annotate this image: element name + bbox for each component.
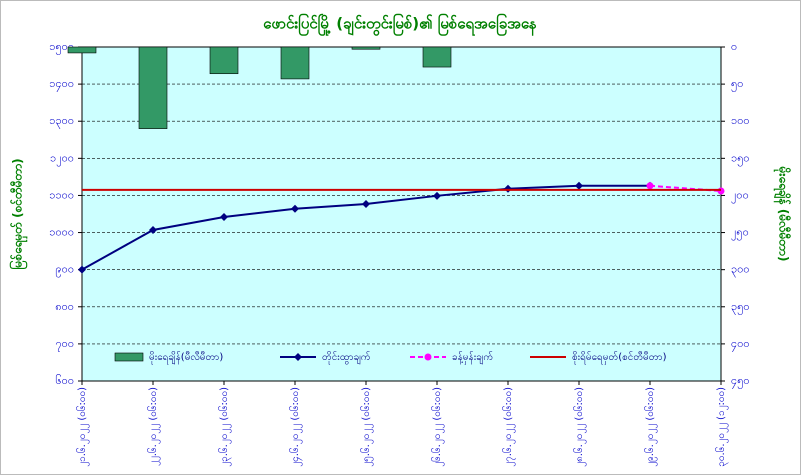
marker	[362, 199, 370, 208]
y2-tick-label: ၅၀	[731, 77, 743, 92]
y-axis-title: မြစ်ရေမှတ် (စင်တီမီတာ)	[8, 158, 29, 269]
x-tick-label: ၂၈.၆.၂၀၂၂ (၀၆:၀၀)	[572, 387, 587, 467]
legend-label: စိုးရိမ်ရေမှတ်(စင်တီမီတာ)	[572, 350, 667, 365]
legend-label: တိုင်းထွာချက်	[322, 350, 371, 365]
legend-label: ခန့်မှန်းချက်	[452, 350, 493, 365]
y2-tick-label: ၄၀၀	[731, 337, 750, 352]
legend-swatch	[114, 352, 144, 362]
marker	[433, 191, 441, 200]
marker	[646, 182, 654, 190]
y-tick-label: ၆၀၀	[55, 374, 74, 387]
plot-area	[81, 46, 722, 382]
y2-axis-title: မိုးရေချိန် (မီလီမီတာ)	[773, 166, 793, 262]
x-tick-label: ၂၆.၆.၂၀၂၂ (၀၆:၀၀)	[430, 387, 445, 467]
y-tick-label: ၈၀၀	[55, 300, 74, 313]
bar	[209, 46, 239, 75]
marker	[78, 265, 86, 274]
x-tick-label: ၂၄.၆.၂၀၂၂ (၀၆:၀၀)	[288, 387, 303, 467]
y-tick-label: ၇၀၀	[55, 337, 74, 352]
y2-tick-label: ၄၅၀	[731, 374, 750, 389]
y-tick-label: ၁၁၀၀	[49, 188, 74, 201]
x-tick-label: ၂၃.၆.၂၀၂၂ (၀၆:၀၀)	[217, 387, 232, 467]
marker	[149, 225, 157, 234]
y-tick-label: ၁၃၀၀	[49, 114, 74, 129]
y-tick-label: ၁၂၀၀	[50, 151, 74, 166]
marker	[220, 212, 228, 221]
x-tick-label: ၂၅.၆.၂၀၂၂ (၀၆:၀၀)	[359, 387, 374, 467]
legend-marker	[294, 353, 302, 361]
legend-label: မိုးရေချိန်(မီလီမီတာ)	[149, 350, 223, 365]
bar	[422, 46, 452, 68]
bar	[280, 46, 310, 80]
x-tick-label: ၂၉.၆.၂၀၂၂ (၀၆:၀၀)	[643, 387, 658, 467]
marker	[291, 204, 299, 213]
y2-tick-label: ၁၀၀	[731, 114, 750, 127]
x-tick-label: ၂၂.၆.၂၀၂၂ (၀၆:၀၀)	[146, 387, 161, 466]
y2-tick-label: ၀	[731, 40, 737, 53]
bar	[351, 46, 381, 50]
y2-tick-label: ၂၅၀	[731, 226, 749, 241]
x-tick-label: ၂၇.၆.၂၀၂၂ (၀၆:၀၀)	[501, 387, 516, 467]
x-tick-label: ၂၁.၆.၂၀၂၂ (၀၆:၀၀)	[75, 387, 90, 467]
y2-tick-label: ၂၀၀	[731, 188, 749, 203]
y-tick-label: ၉၀၀	[55, 263, 74, 278]
marker	[717, 187, 725, 195]
y2-tick-label: ၁၅၀	[731, 151, 750, 166]
legend-marker	[424, 353, 432, 361]
y2-tick-label: ၃၀၀	[731, 263, 750, 278]
marker	[575, 181, 583, 190]
bar	[138, 46, 168, 129]
bar	[67, 46, 97, 54]
x-tick-label: ၃၀.၆.၂၀၂၂ (၁၂:၀၀)	[714, 387, 729, 467]
y-tick-label: ၁၄၀၀	[49, 77, 74, 92]
y-tick-label: ၁၀၀၀	[49, 226, 74, 239]
y2-tick-label: ၃၅၀	[731, 300, 750, 315]
